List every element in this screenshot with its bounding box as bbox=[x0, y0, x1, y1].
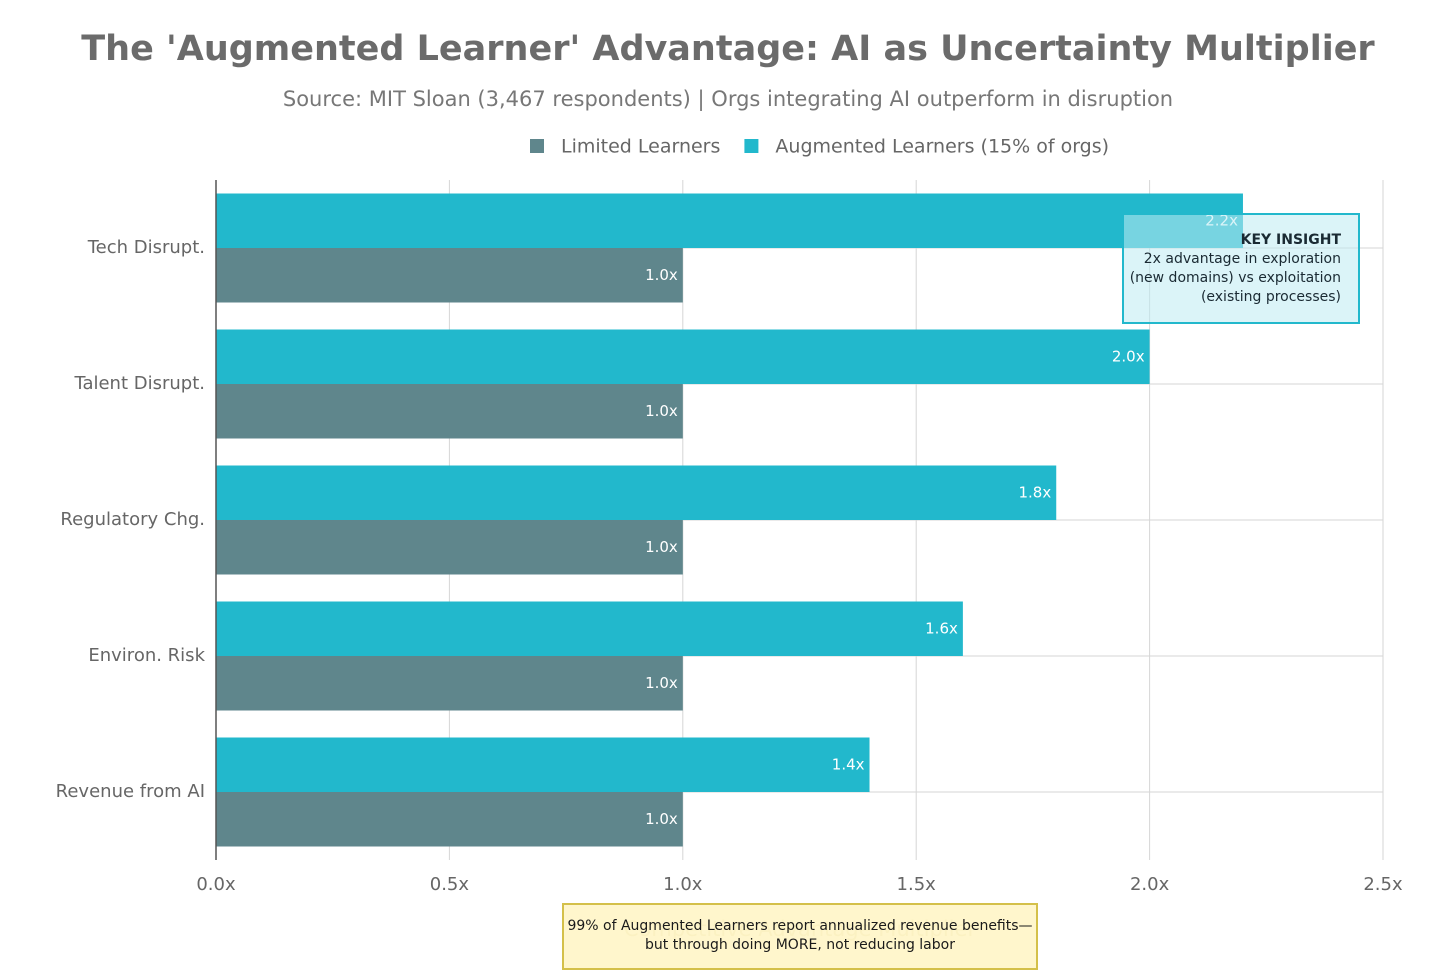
bar bbox=[216, 248, 683, 303]
chart-title: The 'Augmented Learner' Advantage: AI as… bbox=[81, 29, 1375, 69]
value-label: 1.0x bbox=[645, 266, 678, 284]
note-line: 99% of Augmented Learners report annuali… bbox=[567, 918, 1032, 934]
note-box bbox=[562, 903, 1038, 970]
x-tick-label: 1.5x bbox=[897, 874, 937, 895]
note-line: but through doing MORE, not reducing lab… bbox=[645, 937, 955, 953]
insight-line: (new domains) vs exploitation bbox=[1130, 270, 1341, 286]
y-tick-label: Talent Disrupt. bbox=[73, 373, 205, 394]
bar bbox=[216, 520, 683, 575]
bar bbox=[216, 384, 683, 439]
value-label: 1.0x bbox=[645, 674, 678, 692]
insight-box bbox=[1122, 213, 1360, 324]
legend-swatch bbox=[744, 139, 759, 153]
legend-label: Limited Learners bbox=[561, 136, 720, 158]
value-label: 1.4x bbox=[832, 755, 865, 773]
chart-subtitle: Source: MIT Sloan (3,467 respondents) | … bbox=[283, 87, 1173, 112]
x-tick-label: 0.0x bbox=[196, 874, 236, 895]
bar bbox=[216, 601, 963, 656]
bar bbox=[216, 792, 683, 847]
insight-title: KEY INSIGHT bbox=[1241, 232, 1342, 248]
insight-line: (existing processes) bbox=[1201, 289, 1341, 305]
y-tick-label: Regulatory Chg. bbox=[60, 509, 205, 530]
x-tick-label: 2.5x bbox=[1363, 874, 1403, 895]
x-tick-label: 2.0x bbox=[1130, 874, 1170, 895]
value-label: 1.8x bbox=[1019, 483, 1052, 501]
bar bbox=[216, 193, 1243, 248]
value-label: 1.0x bbox=[645, 402, 678, 420]
legend-swatch bbox=[530, 139, 544, 153]
x-tick-label: 1.0x bbox=[663, 874, 703, 895]
value-label: 2.0x bbox=[1112, 347, 1145, 365]
bar bbox=[216, 656, 683, 711]
y-tick-label: Tech Disrupt. bbox=[87, 237, 205, 258]
bar bbox=[216, 737, 870, 792]
bar bbox=[216, 465, 1057, 520]
y-tick-label: Revenue from AI bbox=[56, 781, 205, 802]
value-label: 1.0x bbox=[645, 810, 678, 828]
bar bbox=[216, 329, 1150, 384]
value-label: 1.0x bbox=[645, 538, 678, 556]
y-tick-label: Environ. Risk bbox=[88, 645, 205, 666]
x-tick-label: 0.5x bbox=[430, 874, 470, 895]
value-label: 1.6x bbox=[925, 619, 958, 637]
insight-line: 2x advantage in exploration bbox=[1144, 251, 1341, 267]
legend-label: Augmented Learners (15% of orgs) bbox=[775, 136, 1109, 158]
